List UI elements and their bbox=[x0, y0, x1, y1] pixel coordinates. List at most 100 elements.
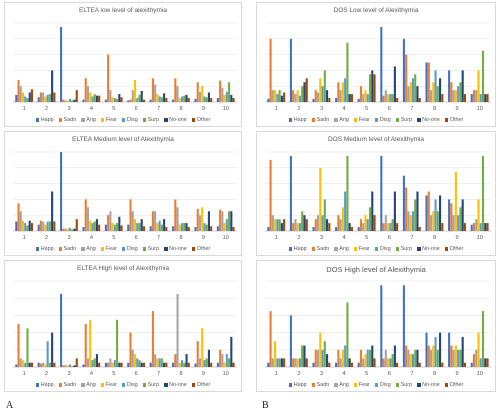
bar-surp-6 bbox=[391, 354, 394, 367]
bar-surp-1 bbox=[26, 225, 29, 231]
chart-title: ELTEA High level of Alexithymia bbox=[76, 265, 169, 272]
bar-other-9 bbox=[210, 98, 213, 102]
bar-ang-6 bbox=[131, 349, 134, 367]
legend-label: Surp bbox=[400, 382, 413, 388]
bar-fear-10 bbox=[223, 223, 226, 231]
bar-disg-3 bbox=[321, 86, 324, 102]
bar-surp-2 bbox=[48, 362, 51, 367]
bar-happ-4 bbox=[82, 227, 85, 231]
bar-sadn-6 bbox=[382, 358, 385, 367]
bar-disg-1 bbox=[276, 358, 279, 367]
bar-ang-4 bbox=[86, 86, 90, 102]
bar-happ-4 bbox=[335, 227, 338, 231]
bar-ang-3 bbox=[64, 365, 67, 367]
bar-fear-5 bbox=[111, 97, 114, 102]
bar-disg-4 bbox=[344, 345, 347, 367]
chart-title: ELTEA low level of alexithymia bbox=[78, 7, 168, 14]
bar-no-one-9 bbox=[461, 199, 464, 231]
bar-no-one-8 bbox=[185, 94, 188, 102]
legend-entry-ang: Ang bbox=[81, 382, 96, 388]
bar-other-6 bbox=[142, 226, 146, 231]
bar-no-one-4 bbox=[95, 95, 98, 102]
legend-swatch bbox=[58, 383, 63, 387]
x-tick-label: 5 bbox=[365, 371, 368, 377]
bar-fear-1 bbox=[21, 220, 25, 231]
x-tick-label: 2 bbox=[297, 371, 300, 377]
legend-swatch bbox=[395, 247, 400, 251]
bar-ang-4 bbox=[339, 90, 342, 102]
bar-disg-9 bbox=[203, 96, 206, 102]
bar-ang-10 bbox=[475, 90, 478, 102]
bar-happ-10 bbox=[216, 226, 219, 231]
bar-fear-2 bbox=[44, 364, 47, 367]
bar-disg-3 bbox=[321, 349, 324, 367]
x-tick-label: 4 bbox=[90, 106, 93, 112]
bar-disg-10 bbox=[225, 354, 228, 367]
bar-fear-3 bbox=[319, 167, 322, 231]
bar-disg-2 bbox=[46, 221, 49, 231]
x-tick-label: 5 bbox=[112, 371, 115, 377]
bar-happ-8 bbox=[172, 226, 175, 231]
bar-other-2 bbox=[305, 78, 308, 102]
legend-entry-ang: Ang bbox=[334, 246, 349, 252]
bar-fear-10 bbox=[223, 94, 226, 102]
bar-other-8 bbox=[187, 227, 190, 231]
bar-ang-6 bbox=[384, 90, 387, 102]
legend-swatch bbox=[164, 247, 168, 251]
x-tick-label: 4 bbox=[343, 235, 346, 241]
bar-no-one-9 bbox=[207, 211, 210, 231]
bar-fear-9 bbox=[454, 345, 457, 367]
legend-entry-other: Other bbox=[191, 382, 210, 388]
bar-no-one-6 bbox=[393, 66, 396, 102]
bar-no-one-8 bbox=[185, 223, 188, 231]
bar-other-5 bbox=[373, 215, 376, 231]
bar-surp-5 bbox=[116, 98, 119, 102]
x-tick-label: 7 bbox=[410, 371, 413, 377]
legend-label: Sadn bbox=[63, 246, 77, 252]
legend-label: Fear bbox=[105, 246, 117, 252]
x-tick-label: 6 bbox=[388, 106, 391, 112]
bar-surp-8 bbox=[436, 86, 439, 102]
legend-entry-other: Other bbox=[444, 246, 463, 252]
legend-label: Disg bbox=[126, 382, 138, 388]
bar-disg-10 bbox=[479, 94, 482, 102]
x-tick-label: 3 bbox=[320, 371, 323, 377]
legend-label: Surp bbox=[147, 246, 160, 252]
bar-other-6 bbox=[142, 362, 146, 367]
bar-other-3 bbox=[328, 223, 331, 231]
bar-surp-5 bbox=[368, 349, 372, 367]
bar-other-4 bbox=[350, 362, 353, 367]
x-tick-label: 7 bbox=[157, 235, 160, 241]
legend-entry-disg: Disg bbox=[121, 382, 138, 388]
bar-disg-3 bbox=[321, 215, 324, 231]
bar-fear-7 bbox=[156, 94, 159, 102]
bar-happ-8 bbox=[172, 362, 175, 367]
bar-fear-4 bbox=[89, 319, 92, 367]
x-tick-label: 4 bbox=[343, 371, 346, 377]
chart-title: DOS High level of Alexithymia bbox=[326, 265, 426, 274]
bar-sadn-10 bbox=[472, 354, 476, 367]
bar-fear-6 bbox=[387, 223, 390, 231]
bar-surp-5 bbox=[116, 319, 119, 367]
bar-sadn-3 bbox=[314, 219, 317, 231]
bar-ang-2 bbox=[42, 221, 45, 231]
bar-no-one-7 bbox=[163, 362, 166, 367]
bar-happ-7 bbox=[402, 285, 405, 367]
bar-ang-8 bbox=[176, 293, 179, 367]
bar-fear-4 bbox=[89, 220, 92, 231]
bar-surp-8 bbox=[183, 95, 186, 102]
x-tick-label: 9 bbox=[202, 235, 205, 241]
bar-other-7 bbox=[165, 227, 168, 231]
bar-disg-1 bbox=[276, 219, 279, 231]
bar-surp-4 bbox=[346, 155, 349, 231]
bar-disg-9 bbox=[203, 360, 206, 367]
bar-disg-6 bbox=[389, 223, 392, 231]
legend-label: Other bbox=[449, 382, 464, 388]
legend-label: Happ bbox=[293, 117, 307, 123]
bar-sadn-4 bbox=[337, 215, 340, 231]
bar-sadn-1 bbox=[17, 79, 20, 102]
x-tick-label: 2 bbox=[45, 371, 48, 377]
bar-sadn-6 bbox=[382, 223, 385, 231]
bar-happ-4 bbox=[82, 364, 85, 367]
bar-surp-10 bbox=[228, 82, 231, 102]
